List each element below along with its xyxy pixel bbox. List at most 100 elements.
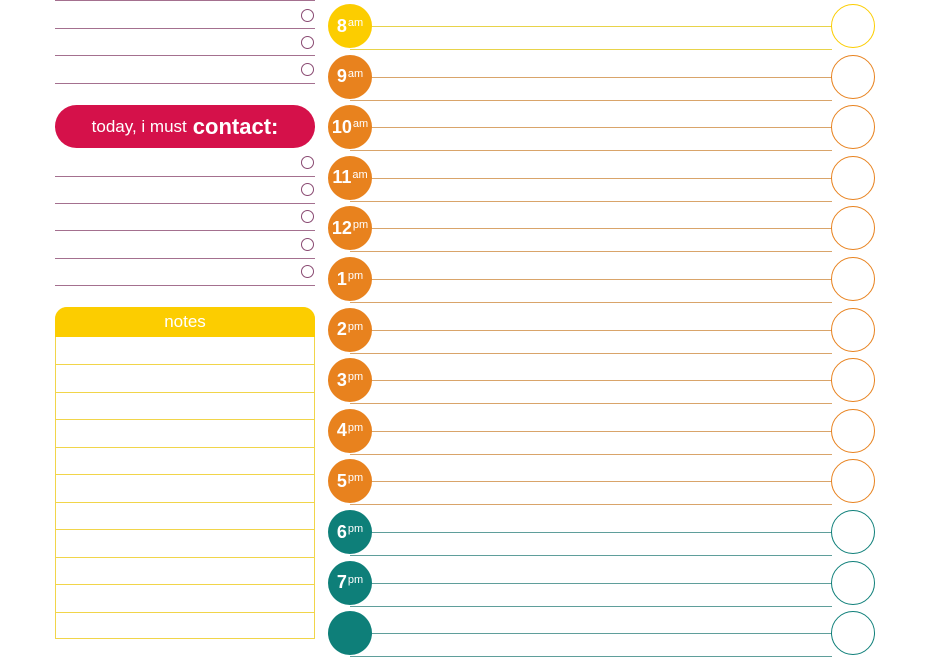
- hour-line[interactable]: [350, 177, 832, 179]
- hour-line[interactable]: [350, 26, 832, 27]
- contact-line[interactable]: [55, 258, 315, 259]
- check-circle[interactable]: [831, 257, 875, 301]
- checkbox-circle[interactable]: [301, 156, 314, 169]
- list-line[interactable]: [55, 0, 315, 1]
- hour-number: 9: [336, 66, 347, 87]
- hour-badge: 1 pm: [328, 257, 372, 301]
- half-hour-line[interactable]: [350, 403, 832, 405]
- contact-emphasis: contact:: [192, 113, 279, 139]
- check-circle[interactable]: [831, 611, 875, 656]
- half-hour-line[interactable]: [350, 150, 832, 152]
- hour-suffix: am: [347, 67, 364, 80]
- hour-suffix: pm: [347, 472, 364, 485]
- hour-suffix: pm: [347, 573, 364, 586]
- half-hour-line[interactable]: [350, 504, 832, 506]
- hour-line[interactable]: [350, 329, 832, 331]
- half-hour-line[interactable]: [350, 200, 832, 202]
- checkbox-circle[interactable]: [301, 238, 314, 251]
- hour-number: 8: [336, 15, 347, 36]
- notes-line: [55, 557, 315, 558]
- hour-line[interactable]: [350, 380, 832, 382]
- checkbox-circle[interactable]: [301, 265, 314, 278]
- hour-suffix: pm: [347, 371, 364, 384]
- contact-line[interactable]: [55, 203, 315, 204]
- hour-badge: 12 pm: [328, 206, 372, 251]
- hour-suffix: pm: [352, 219, 369, 232]
- hour-line[interactable]: [350, 76, 832, 78]
- contact-line[interactable]: [55, 230, 315, 231]
- notes-box[interactable]: [55, 307, 315, 639]
- half-hour-line[interactable]: [350, 99, 832, 101]
- hour-line[interactable]: [350, 481, 832, 483]
- list-line[interactable]: [55, 83, 315, 84]
- notes-line: [55, 392, 315, 393]
- hour-number: 5: [336, 470, 347, 491]
- hour-number: 11: [332, 167, 352, 188]
- hour-suffix: am: [347, 17, 364, 29]
- hour-badge: 6 pm: [328, 510, 372, 554]
- hour-badge: 5 pm: [328, 459, 372, 504]
- notes-line: [55, 529, 315, 530]
- hour-badge: 2 pm: [328, 307, 372, 352]
- notes-line: [55, 419, 315, 420]
- hour-line[interactable]: [350, 228, 832, 230]
- contact-line[interactable]: [55, 285, 315, 286]
- hour-number: 1: [336, 268, 347, 289]
- check-circle[interactable]: [831, 307, 875, 352]
- hour-number: 10: [331, 116, 352, 137]
- hour-line[interactable]: [350, 430, 832, 432]
- half-hour-line[interactable]: [350, 49, 832, 50]
- hour-line[interactable]: [350, 582, 832, 584]
- notes-line: [55, 364, 315, 365]
- hour-badge: 3 pm: [328, 358, 372, 403]
- half-hour-line[interactable]: [350, 555, 832, 556]
- check-circle[interactable]: [831, 560, 875, 605]
- hour-suffix: pm: [347, 320, 364, 333]
- check-circle[interactable]: [831, 358, 875, 403]
- contact-line[interactable]: [55, 176, 315, 177]
- checkbox-circle[interactable]: [301, 210, 314, 223]
- hour-badge: 7 pm: [328, 560, 372, 605]
- check-circle[interactable]: [831, 459, 875, 504]
- hour-number: 6: [336, 521, 347, 542]
- half-hour-line[interactable]: [350, 605, 832, 607]
- list-line[interactable]: [55, 55, 315, 56]
- half-hour-line[interactable]: [350, 453, 832, 455]
- hour-badge: 11 am: [328, 155, 372, 200]
- check-circle[interactable]: [831, 54, 875, 99]
- check-circle[interactable]: [831, 206, 875, 251]
- hour-number: 4: [336, 420, 347, 441]
- check-circle[interactable]: [831, 155, 875, 200]
- hour-badge: 4 pm: [328, 408, 372, 453]
- hour-suffix: pm: [347, 421, 364, 434]
- half-hour-line[interactable]: [350, 302, 832, 303]
- hour-line[interactable]: [350, 127, 832, 129]
- check-circle[interactable]: [831, 105, 875, 150]
- hour-badge: [328, 611, 372, 656]
- notes-line: [55, 502, 315, 503]
- half-hour-line[interactable]: [350, 251, 832, 253]
- hour-number: 7: [336, 572, 347, 593]
- notes-line: [55, 612, 315, 613]
- checkbox-circle[interactable]: [301, 36, 314, 49]
- notes-line: [55, 474, 315, 475]
- notes-line: [55, 584, 315, 585]
- hour-suffix: am: [352, 118, 369, 131]
- notes-line: [55, 447, 315, 448]
- check-circle[interactable]: [831, 408, 875, 453]
- hour-line[interactable]: [350, 279, 832, 280]
- check-circle[interactable]: [831, 510, 875, 554]
- contact-header: today, i must contact:: [55, 105, 315, 148]
- half-hour-line[interactable]: [350, 352, 832, 354]
- hour-suffix: pm: [347, 523, 364, 535]
- check-circle[interactable]: [831, 4, 875, 48]
- hour-line[interactable]: [350, 532, 832, 533]
- hour-number: 3: [336, 369, 347, 390]
- checkbox-circle[interactable]: [301, 9, 314, 22]
- checkbox-circle[interactable]: [301, 63, 314, 76]
- checkbox-circle[interactable]: [301, 183, 314, 196]
- hour-line[interactable]: [350, 633, 832, 635]
- notes-title: notes: [55, 307, 315, 337]
- hour-badge: 10 am: [328, 105, 372, 150]
- list-line[interactable]: [55, 28, 315, 29]
